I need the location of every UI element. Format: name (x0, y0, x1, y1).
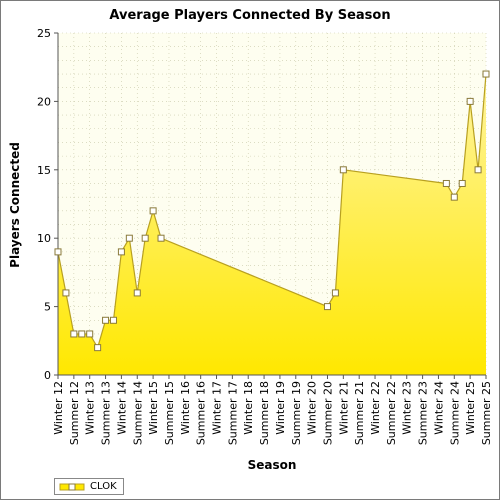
x-tick-label: Summer 17 (226, 381, 239, 445)
x-tick-label: Winter 17 (211, 381, 224, 435)
x-tick-label: Summer 13 (100, 381, 113, 445)
x-tick-label: Summer 12 (68, 381, 81, 445)
x-tick-label: Summer 16 (195, 381, 208, 445)
y-tick-label: 5 (44, 301, 51, 314)
legend-swatch (59, 483, 85, 490)
y-tick-label: 10 (37, 232, 51, 245)
y-tick-label: 0 (44, 369, 51, 382)
data-point-marker (323, 303, 331, 311)
x-tick-label: Winter 24 (432, 381, 445, 435)
x-tick-label: Winter 23 (401, 381, 414, 435)
data-point-marker (458, 179, 466, 187)
x-tick-label: Winter 25 (464, 381, 477, 435)
data-point-marker (62, 289, 70, 297)
chart-legend: CLOK (54, 478, 124, 495)
data-point-marker (141, 234, 149, 242)
data-point-marker (482, 70, 490, 78)
x-tick-label: Summer 23 (417, 381, 430, 445)
data-point-marker (125, 234, 133, 242)
x-tick-label: Summer 24 (448, 381, 461, 445)
data-point-marker (339, 166, 347, 174)
x-tick-label: Summer 15 (163, 381, 176, 445)
x-tick-label: Summer 14 (131, 381, 144, 445)
x-tick-label: Winter 21 (337, 381, 350, 435)
data-point-marker (94, 344, 102, 352)
x-tick-label: Winter 14 (115, 381, 128, 435)
y-tick-label: 20 (37, 95, 51, 108)
x-tick-label: Winter 22 (369, 381, 382, 435)
x-tick-label: Winter 15 (147, 381, 160, 435)
data-point-marker (442, 179, 450, 187)
data-point-marker (70, 330, 78, 338)
x-tick-label: Summer 20 (321, 381, 334, 445)
data-point-marker (78, 330, 86, 338)
x-tick-label: Winter 16 (179, 381, 192, 435)
data-point-marker (133, 289, 141, 297)
x-tick-label: Winter 18 (242, 381, 255, 435)
y-tick-label: 15 (37, 164, 51, 177)
data-point-marker (466, 97, 474, 105)
legend-label-clok: CLOK (90, 481, 117, 492)
data-point-marker (149, 207, 157, 215)
x-axis-title: Season (248, 458, 297, 472)
data-point-marker (117, 248, 125, 256)
data-point-marker (102, 316, 110, 324)
data-point-marker (474, 166, 482, 174)
x-tick-label: Summer 19 (290, 381, 303, 445)
x-tick-label: Summer 22 (385, 381, 398, 445)
x-tick-label: Winter 13 (84, 381, 97, 435)
x-tick-label: Winter 20 (306, 381, 319, 435)
data-point-marker (450, 193, 458, 201)
x-tick-label: Summer 25 (480, 381, 493, 445)
x-tick-label: Winter 19 (274, 381, 287, 435)
x-tick-label: Summer 18 (258, 381, 271, 445)
data-point-marker (157, 234, 165, 242)
data-point-marker (109, 316, 117, 324)
y-axis-title: Players Connected (8, 142, 22, 268)
x-tick-label: Summer 21 (353, 381, 366, 445)
data-point-marker (54, 248, 62, 256)
data-point-marker (331, 289, 339, 297)
series-area-clok (58, 74, 486, 375)
chart-title: Average Players Connected By Season (109, 8, 391, 23)
x-tick-label: Winter 12 (52, 381, 65, 435)
y-tick-label: 25 (37, 27, 51, 40)
data-point-marker (86, 330, 94, 338)
